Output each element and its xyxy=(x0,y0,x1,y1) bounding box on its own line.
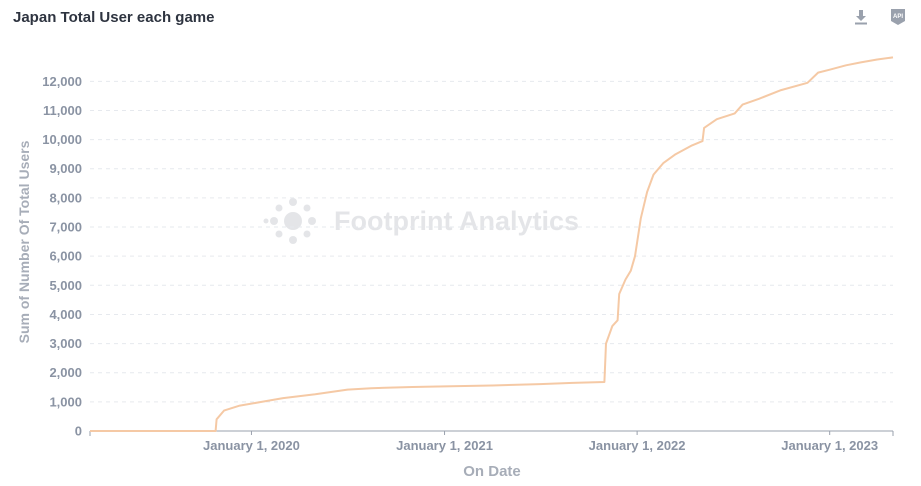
y-tick-label: 8,000 xyxy=(49,190,82,205)
y-tick-label: 6,000 xyxy=(49,249,82,264)
y-tick-label: 7,000 xyxy=(49,220,82,235)
x-tick-label: January 1, 2021 xyxy=(396,438,493,453)
x-tick-label: January 1, 2023 xyxy=(781,438,878,453)
x-axis-label: On Date xyxy=(463,463,521,480)
y-axis-label: Sum of Number Of Total Users xyxy=(16,140,32,344)
y-tick-label: 10,000 xyxy=(42,132,82,147)
series-line xyxy=(90,56,894,432)
x-tick-label: January 1, 2022 xyxy=(589,438,686,453)
y-tick-label: 11,000 xyxy=(43,103,82,118)
y-tick-label: 9,000 xyxy=(49,161,82,176)
api-icon[interactable]: API xyxy=(889,8,907,26)
watermark-text: Footprint Analytics xyxy=(334,205,580,236)
y-tick-label: 0 xyxy=(75,424,82,439)
y-tick-label: 2,000 xyxy=(49,365,82,380)
y-tick-label: 3,000 xyxy=(49,336,82,351)
x-tick-label: January 1, 2020 xyxy=(203,438,300,453)
y-tick-label: 1,000 xyxy=(49,394,82,409)
y-tick-label: 4,000 xyxy=(49,307,82,322)
footprint-logo-icon xyxy=(263,198,316,244)
y-tick-label: 12,000 xyxy=(42,74,82,89)
y-tick-label: 5,000 xyxy=(49,278,82,293)
watermark: Footprint Analytics xyxy=(262,194,579,248)
download-icon[interactable] xyxy=(852,8,870,26)
api-icon-text: API xyxy=(893,14,903,20)
chart-title: Japan Total User each game xyxy=(13,9,215,26)
